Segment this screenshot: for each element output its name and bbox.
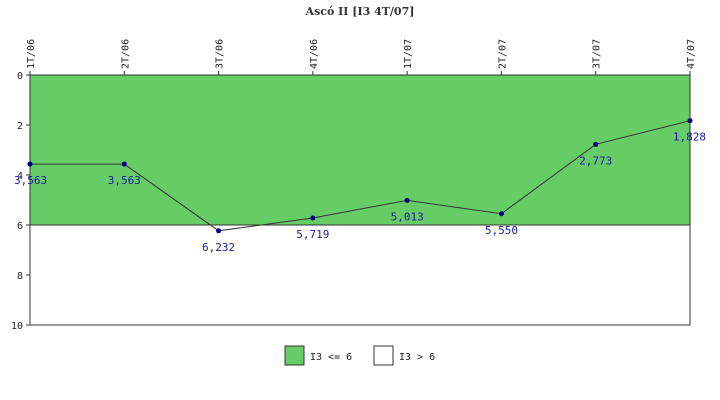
data-point xyxy=(593,141,599,147)
y-tick-label: 6 xyxy=(17,221,23,232)
data-point xyxy=(27,161,33,167)
y-tick-label: 2 xyxy=(17,121,23,132)
x-tick-label: 4T/07 xyxy=(686,39,697,69)
y-tick-label: 10 xyxy=(11,321,23,332)
plot-frame xyxy=(29,74,691,326)
y-tick-label: 8 xyxy=(17,271,23,282)
x-tick-label: 4T/06 xyxy=(309,39,320,69)
legend-label-green: I3 <= 6 xyxy=(310,352,352,363)
data-label: 2,773 xyxy=(579,154,612,167)
data-point xyxy=(498,211,504,217)
band-green-area xyxy=(30,75,690,225)
x-tick-label: 3T/07 xyxy=(592,39,603,69)
x-tick-label: 2T/06 xyxy=(120,39,131,69)
legend: I3 <= 6 I3 > 6 xyxy=(284,345,435,366)
data-point xyxy=(216,228,222,234)
x-tick-label: 1T/06 xyxy=(26,39,37,69)
series-line xyxy=(30,120,691,232)
x-tick-label: 1T/07 xyxy=(403,39,414,69)
legend-swatch-green xyxy=(284,345,305,366)
plot-area xyxy=(29,74,691,326)
data-label: 3,563 xyxy=(14,174,47,187)
y-tick-label: 4 xyxy=(17,171,23,182)
data-label: 5,719 xyxy=(296,228,329,241)
legend-label-white: I3 > 6 xyxy=(399,352,435,363)
data-point xyxy=(687,118,693,124)
data-point xyxy=(310,215,316,221)
band-white-area xyxy=(30,225,690,325)
data-point xyxy=(404,197,410,203)
chart-title: Ascó II [I3 4T/07] xyxy=(305,5,415,18)
x-tick-label: 2T/07 xyxy=(497,39,508,69)
data-label: 1,828 xyxy=(673,131,706,144)
data-label: 5,013 xyxy=(391,210,424,223)
legend-swatch-white xyxy=(373,345,394,366)
data-point xyxy=(121,161,127,167)
x-tick-label: 3T/06 xyxy=(215,39,226,69)
data-label: 5,550 xyxy=(485,224,518,237)
axis-ticks: 0 2 4 6 8 10 1T/06 2T/06 3T/06 4T/06 1T/07 2T/07 3T/… xyxy=(11,39,697,332)
series-group: 3,563 3,563 6,232 5,719 5,013 5,550 2,773 1,828 xyxy=(14,118,706,254)
y-tick-label: 0 xyxy=(17,71,23,82)
data-label: 6,232 xyxy=(202,241,235,254)
data-label: 3,563 xyxy=(108,174,141,187)
